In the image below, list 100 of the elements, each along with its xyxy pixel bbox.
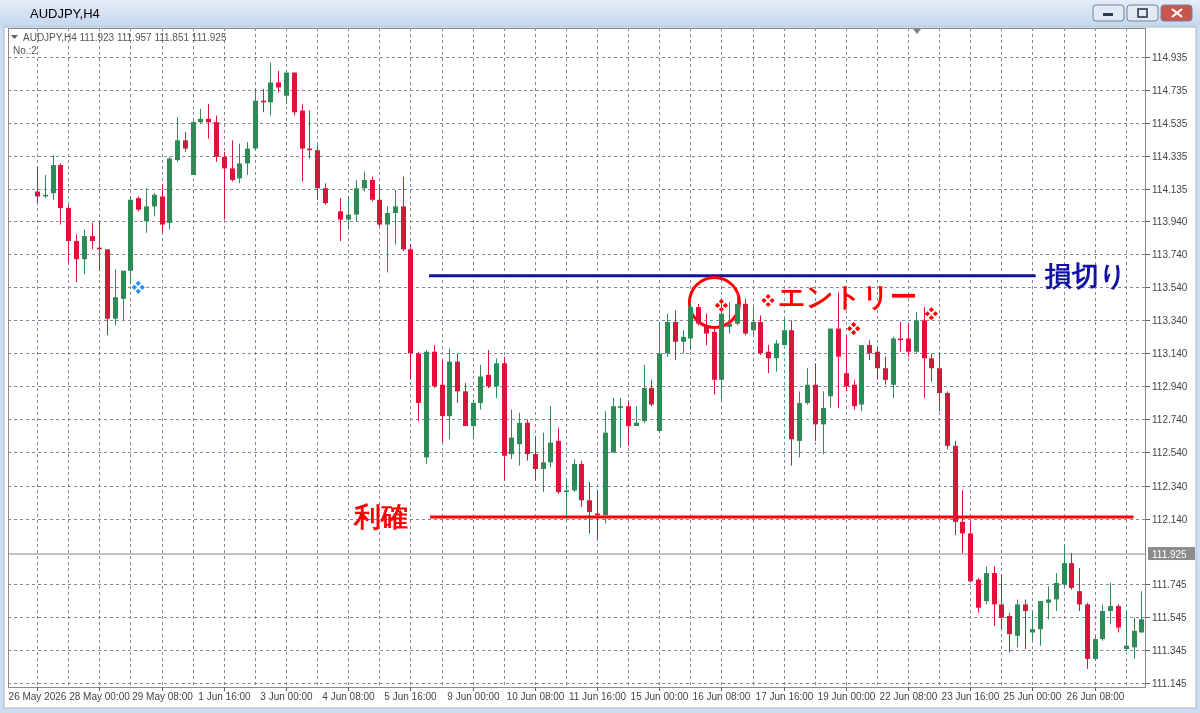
x-tick-label: 25 Jun 00:00 <box>1003 691 1062 702</box>
candlestick <box>564 478 569 518</box>
chart-title: AUDJPY,H4 <box>30 6 100 21</box>
y-tick-label: 111.145 <box>1152 678 1188 689</box>
candlestick <box>751 306 756 336</box>
candlestick <box>1108 582 1113 625</box>
candlestick <box>486 349 491 389</box>
y-tick-label: 114.135 <box>1152 184 1188 195</box>
candlestick <box>175 116 180 163</box>
y-tick-label: 112.940 <box>1152 381 1188 392</box>
candlestick <box>74 233 79 283</box>
candlestick <box>673 309 678 361</box>
x-tick-label: 3 Jun 00:00 <box>260 691 314 702</box>
candlestick <box>821 390 826 455</box>
candlestick <box>704 313 709 346</box>
x-tick-label: 26 May 2026 <box>8 691 67 702</box>
candlestick <box>1132 617 1137 660</box>
y-tick-label: 111.745 <box>1152 579 1188 590</box>
candlestick <box>90 222 95 250</box>
candlestick <box>393 189 398 245</box>
annotation: No.:2 <box>13 45 38 56</box>
candlestick <box>626 400 631 447</box>
x-tick-label: 9 Jun 00:00 <box>447 691 501 702</box>
y-tick-label: 112.140 <box>1152 514 1188 525</box>
candlestick <box>774 339 779 373</box>
candlestick <box>548 405 553 468</box>
ref-line-label: 111.925 <box>1152 549 1188 561</box>
candlestick <box>999 574 1004 630</box>
y-tick-label: 112.740 <box>1152 414 1188 425</box>
y-tick-label: 113.940 <box>1152 216 1188 227</box>
ref-line-label: 利確 <box>353 501 409 532</box>
candlestick <box>906 323 911 358</box>
x-tick-label: 22 Jun 08:00 <box>879 691 938 702</box>
x-tick-label: 29 May 08:00 <box>132 691 194 702</box>
candlestick <box>929 352 934 382</box>
x-tick-label: 17 Jun 16:00 <box>755 691 814 702</box>
candlestick <box>618 397 623 449</box>
x-tick-label: 11 Jun 16:00 <box>568 691 627 702</box>
y-tick-label: 113.540 <box>1152 282 1188 293</box>
candlestick <box>517 412 522 467</box>
candlestick <box>766 344 771 374</box>
candlestick <box>844 334 849 392</box>
candlestick <box>1054 572 1059 612</box>
y-tick-label: 113.140 <box>1152 348 1188 359</box>
candlestick <box>152 192 157 217</box>
candlestick <box>587 481 592 534</box>
candlestick <box>362 171 367 193</box>
candlestick <box>284 70 289 105</box>
candlestick <box>782 318 787 346</box>
y-tick-label: 112.340 <box>1152 481 1188 492</box>
candlestick <box>237 143 242 184</box>
y-tick-label: 114.335 <box>1152 151 1188 162</box>
candlestick <box>385 205 390 273</box>
chart-subtitle: AUDJPY,H4 111.923 111.957 111.851 111.925 <box>23 32 227 43</box>
candlestick <box>1062 544 1067 587</box>
candlestick <box>960 489 965 554</box>
candlestick <box>1116 603 1121 633</box>
candlestick <box>230 139 235 183</box>
x-tick-label: 23 Jun 16:00 <box>941 691 1000 702</box>
candlestick <box>541 432 546 493</box>
x-tick-label: 19 Jun 00:00 <box>817 691 876 702</box>
candlestick <box>245 141 250 176</box>
y-tick-label: 114.735 <box>1152 85 1188 96</box>
candlestick <box>494 357 499 399</box>
x-tick-label: 4 Jun 08:00 <box>322 691 376 702</box>
y-tick-label: 113.740 <box>1152 249 1188 260</box>
annotation: エントリー <box>778 282 917 312</box>
candlestick <box>346 195 351 230</box>
candlestick <box>1007 612 1012 653</box>
candlestick <box>1139 590 1144 633</box>
candlestick <box>113 268 118 326</box>
y-tick-label: 111.345 <box>1152 645 1188 656</box>
candlestick <box>471 399 476 440</box>
x-tick-label: 28 May 00:00 <box>69 691 131 702</box>
candlestick <box>533 435 538 482</box>
candlestick <box>183 131 188 153</box>
candlestick <box>268 62 273 117</box>
y-tick-label: 114.935 <box>1152 52 1188 63</box>
y-tick-label: 111.545 <box>1152 612 1188 623</box>
x-tick-label: 16 Jun 08:00 <box>692 691 751 702</box>
candlestick <box>875 346 880 381</box>
candlestick <box>82 229 87 275</box>
candlestick <box>805 367 810 406</box>
x-tick-label: 5 Jun 16:00 <box>384 691 438 702</box>
candlestick <box>370 176 375 202</box>
candlestick <box>681 329 686 354</box>
candlestick <box>649 379 654 407</box>
candlestick <box>222 151 227 221</box>
candlestick <box>1023 598 1028 650</box>
candlestick <box>509 409 514 460</box>
y-tick-label: 113.340 <box>1152 315 1188 326</box>
candlestick <box>883 356 888 386</box>
candlestick <box>144 187 149 234</box>
y-tick-label: 112.540 <box>1152 447 1188 458</box>
candlestick <box>696 303 701 326</box>
candlestick <box>852 379 857 411</box>
candlestick <box>867 339 872 361</box>
candlestick <box>1093 635 1098 662</box>
x-tick-label: 15 Jun 00:00 <box>630 691 689 702</box>
x-tick-label: 10 Jun 08:00 <box>506 691 565 702</box>
